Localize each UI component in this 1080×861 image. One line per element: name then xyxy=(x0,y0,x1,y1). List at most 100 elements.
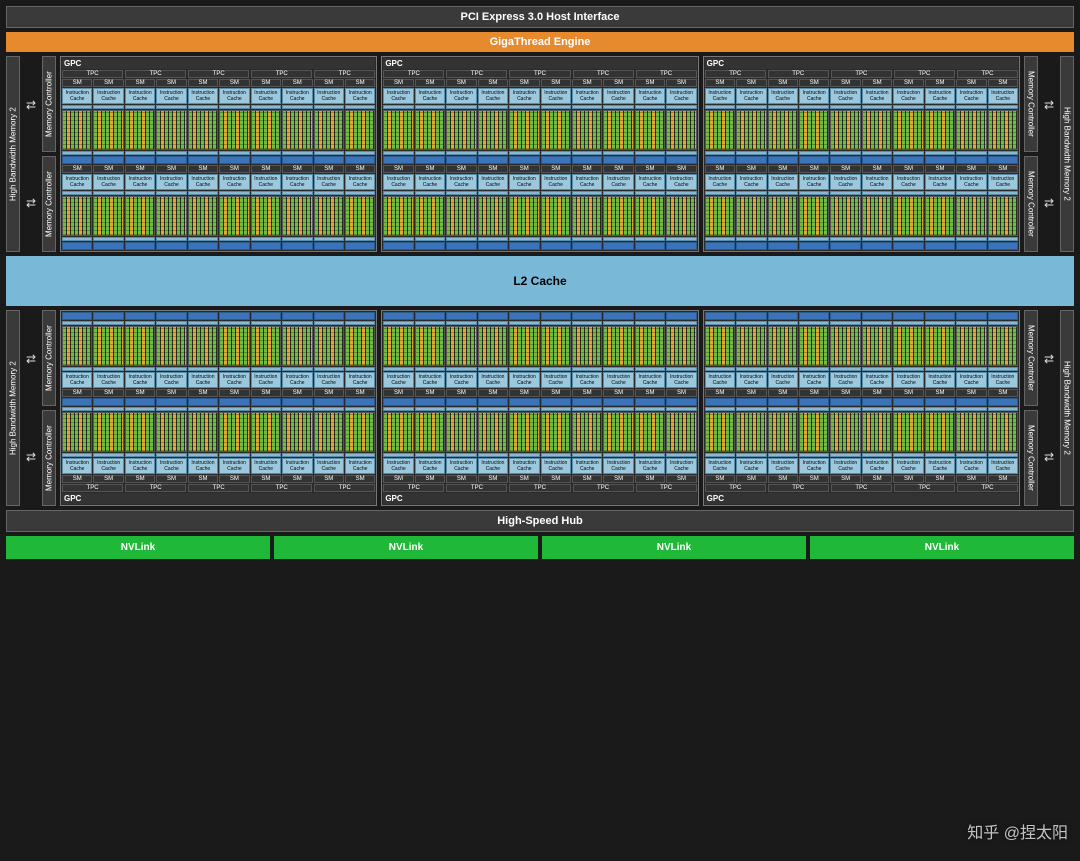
sm-label: SM xyxy=(509,475,539,483)
cuda-core-array xyxy=(603,196,633,236)
sm-label: SM xyxy=(830,475,860,483)
tpc-label: TPC xyxy=(188,70,249,78)
instruction-cache: Instruction Cache xyxy=(862,88,892,104)
hbm-right-0: High Bandwidth Memory 2 xyxy=(1060,56,1074,252)
instruction-cache: Instruction Cache xyxy=(541,458,571,474)
instruction-cache: Instruction Cache xyxy=(635,458,665,474)
register-file xyxy=(705,398,735,406)
sm-label: SM xyxy=(666,389,696,397)
cuda-core-array xyxy=(768,412,798,452)
dispatch-strip xyxy=(572,237,602,241)
instruction-cache: Instruction Cache xyxy=(478,372,508,388)
dispatch-strip xyxy=(666,407,696,411)
sm-label: SM xyxy=(62,389,92,397)
cuda-core-array xyxy=(830,326,860,366)
instruction-cache: Instruction Cache xyxy=(768,174,798,190)
gpu-block-diagram: PCI Express 3.0 Host Interface GigaThrea… xyxy=(0,0,1080,861)
register-file xyxy=(956,398,986,406)
cuda-core-array xyxy=(635,412,665,452)
dispatch-strip xyxy=(314,321,344,325)
tpc-label: TPC xyxy=(636,484,697,492)
dispatch-strip xyxy=(219,453,249,457)
tpc-label: TPC xyxy=(705,484,766,492)
instruction-cache: Instruction Cache xyxy=(768,372,798,388)
cuda-core-array xyxy=(219,412,249,452)
cuda-core-array xyxy=(925,110,955,150)
cuda-core-array xyxy=(509,196,539,236)
dispatch-strip xyxy=(635,237,665,241)
sm-label: SM xyxy=(635,79,665,87)
dispatch-strip xyxy=(345,191,375,195)
register-file xyxy=(799,242,829,250)
dispatch-strip xyxy=(219,321,249,325)
instruction-cache: Instruction Cache xyxy=(705,88,735,104)
dispatch-strip xyxy=(666,191,696,195)
dispatch-strip xyxy=(893,237,923,241)
watermark-text: 知乎 @捏太阳 xyxy=(967,819,1068,843)
cuda-core-array xyxy=(736,196,766,236)
register-file xyxy=(509,242,539,250)
dispatch-strip xyxy=(541,191,571,195)
nvlink-2: NVLink xyxy=(542,536,806,559)
bus-arrows-right-0: ⇄⇄ xyxy=(1042,56,1056,252)
sm-label: SM xyxy=(415,165,445,173)
instruction-cache: Instruction Cache xyxy=(736,174,766,190)
instruction-cache: Instruction Cache xyxy=(956,174,986,190)
sm-label: SM xyxy=(156,389,186,397)
cuda-core-array xyxy=(446,110,476,150)
dispatch-strip xyxy=(705,407,735,411)
instruction-cache: Instruction Cache xyxy=(93,458,123,474)
sm-label: SM xyxy=(251,475,281,483)
cuda-core-array xyxy=(93,110,123,150)
dispatch-strip xyxy=(509,407,539,411)
sm-label: SM xyxy=(188,475,218,483)
dispatch-strip xyxy=(666,105,696,109)
register-file xyxy=(383,156,413,164)
instruction-cache: Instruction Cache xyxy=(93,174,123,190)
instruction-cache: Instruction Cache xyxy=(666,372,696,388)
dispatch-strip xyxy=(635,321,665,325)
sm-label: SM xyxy=(156,79,186,87)
instruction-cache: Instruction Cache xyxy=(251,88,281,104)
dispatch-strip xyxy=(925,151,955,155)
dispatch-strip xyxy=(736,367,766,371)
instruction-cache: Instruction Cache xyxy=(925,174,955,190)
instruction-cache: Instruction Cache xyxy=(893,372,923,388)
sm-label: SM xyxy=(893,475,923,483)
dispatch-strip xyxy=(603,321,633,325)
instruction-cache: Instruction Cache xyxy=(345,174,375,190)
dispatch-strip xyxy=(925,237,955,241)
dispatch-strip xyxy=(156,321,186,325)
sm-label: SM xyxy=(219,475,249,483)
sm-label: SM xyxy=(478,79,508,87)
register-file xyxy=(893,398,923,406)
sm-label: SM xyxy=(219,79,249,87)
sm-label: SM xyxy=(156,165,186,173)
dispatch-strip xyxy=(282,151,312,155)
high-speed-hub: High-Speed Hub xyxy=(6,510,1074,532)
sm-label: SM xyxy=(446,79,476,87)
cuda-core-array xyxy=(988,326,1018,366)
dispatch-strip xyxy=(219,191,249,195)
sm-label: SM xyxy=(93,475,123,483)
dispatch-strip xyxy=(314,191,344,195)
gpc: GPCTPCTPCTPCTPCTPCSMSMSMSMSMSMSMSMSMSMIn… xyxy=(703,56,1020,252)
lower-compute-region: High Bandwidth Memory 2 ⇄⇄ Memory Contro… xyxy=(6,310,1074,506)
dispatch-strip xyxy=(893,367,923,371)
dispatch-strip xyxy=(93,453,123,457)
sm-label: SM xyxy=(988,165,1018,173)
sm-label: SM xyxy=(541,79,571,87)
sm-label: SM xyxy=(830,165,860,173)
nvlink-3: NVLink xyxy=(810,536,1074,559)
sm-label: SM xyxy=(705,389,735,397)
instruction-cache: Instruction Cache xyxy=(635,174,665,190)
sm-label: SM xyxy=(219,165,249,173)
dispatch-strip xyxy=(988,151,1018,155)
register-file xyxy=(893,242,923,250)
memory-controller-right-0: Memory Controller xyxy=(1024,56,1038,152)
register-file xyxy=(156,398,186,406)
dispatch-strip xyxy=(282,191,312,195)
instruction-cache: Instruction Cache xyxy=(830,372,860,388)
register-file xyxy=(635,156,665,164)
dispatch-strip xyxy=(799,105,829,109)
